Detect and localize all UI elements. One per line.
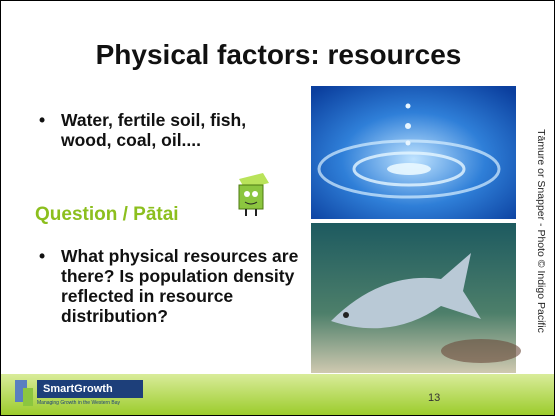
cube-mascot [239,173,269,216]
graphics [1,1,554,415]
logo-block [23,388,33,406]
fish-photo [311,223,521,373]
slide: Physical factors: resources Water, ferti… [0,0,555,416]
logo: SmartGrowth Managing Growth in the Weste… [15,378,145,410]
water-photo [311,86,516,219]
footer: SmartGrowth Managing Growth in the Weste… [1,374,554,415]
photo-caption: Tāmure or Snapper - Photo © Indigo Pacif… [535,129,547,333]
logo-tagline: Managing Growth in the Western Bay [37,400,120,406]
logo-text: SmartGrowth [37,380,143,398]
page-number: 13 [428,392,440,404]
